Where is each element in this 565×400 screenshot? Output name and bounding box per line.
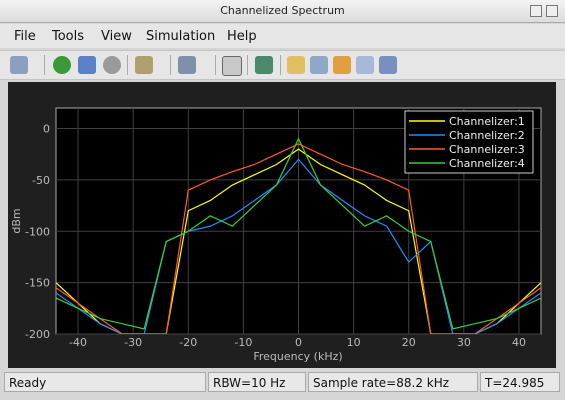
x-tick-label: -30 (124, 336, 142, 349)
separator (170, 55, 171, 75)
legend-label: Channelizer:2 (449, 129, 525, 142)
y-tick-label: -100 (25, 225, 50, 238)
separator (215, 55, 216, 75)
x-tick-label: 10 (347, 336, 361, 349)
x-tick-label: 40 (512, 336, 526, 349)
y-axis-label: dBm (10, 208, 23, 233)
menu-bar: File Tools View Simulation Help (0, 24, 565, 48)
series-line (56, 137, 541, 330)
close-button[interactable] (546, 5, 558, 17)
stop-button[interactable] (103, 56, 121, 74)
x-tick-label: -20 (179, 336, 197, 349)
tool-button[interactable] (255, 56, 273, 74)
x-tick-label: 20 (402, 336, 416, 349)
series-line (56, 143, 541, 334)
tool-button[interactable] (310, 56, 328, 74)
status-time: T=24.985 (480, 372, 560, 392)
run-button[interactable] (53, 56, 71, 74)
series-line (56, 158, 541, 334)
tool-button[interactable] (333, 56, 351, 74)
legend-label: Channelizer:4 (449, 157, 525, 170)
tool-button[interactable] (356, 56, 374, 74)
legend-label: Channelizer:3 (449, 143, 525, 156)
menu-item[interactable]: Simulation (146, 29, 216, 44)
x-tick-label: 30 (457, 336, 471, 349)
plot-panel: Frequency (kHz) dBm -40 -30 -20 -10 0 10 20 30 4… (8, 82, 556, 368)
separator (247, 55, 248, 75)
toolbar (0, 50, 565, 80)
separator (280, 55, 281, 75)
y-tick-label: -150 (25, 277, 50, 290)
minimize-button[interactable] (530, 5, 542, 17)
status-rbw: RBW=10 Hz (208, 372, 306, 392)
tool-button[interactable] (287, 56, 305, 74)
separator (44, 55, 45, 75)
x-tick-label: -40 (69, 336, 87, 349)
menu-item[interactable]: View (101, 29, 132, 44)
title-bar: Channelized Spectrum (0, 0, 565, 23)
tool-button[interactable] (379, 56, 397, 74)
menu-item[interactable]: Tools (52, 29, 85, 44)
separator (127, 55, 128, 75)
x-tick-label: -10 (234, 336, 252, 349)
chart: Frequency (kHz) dBm -40 -30 -20 -10 0 10 20 30 4… (10, 107, 542, 363)
status-text: Ready (4, 372, 206, 392)
tool-button[interactable] (178, 56, 196, 74)
tool-button[interactable] (10, 56, 28, 74)
x-tick-label: 0 (295, 336, 302, 349)
status-sample-rate: Sample rate=88.2 kHz (308, 372, 478, 392)
window-title: Channelized Spectrum (220, 4, 345, 17)
x-axis-label: Frequency (kHz) (253, 350, 342, 363)
menu-item[interactable]: Help (227, 29, 257, 44)
menu-item[interactable]: File (14, 29, 36, 44)
y-tick-label: 0 (43, 123, 50, 136)
autoscale-button[interactable] (222, 56, 242, 76)
legend-label: Channelizer:1 (449, 115, 525, 128)
y-tick-label: -50 (32, 174, 50, 187)
step-button[interactable] (78, 56, 96, 74)
tool-button[interactable] (135, 56, 153, 74)
y-tick-label: -200 (25, 328, 50, 341)
series-line (56, 148, 541, 334)
